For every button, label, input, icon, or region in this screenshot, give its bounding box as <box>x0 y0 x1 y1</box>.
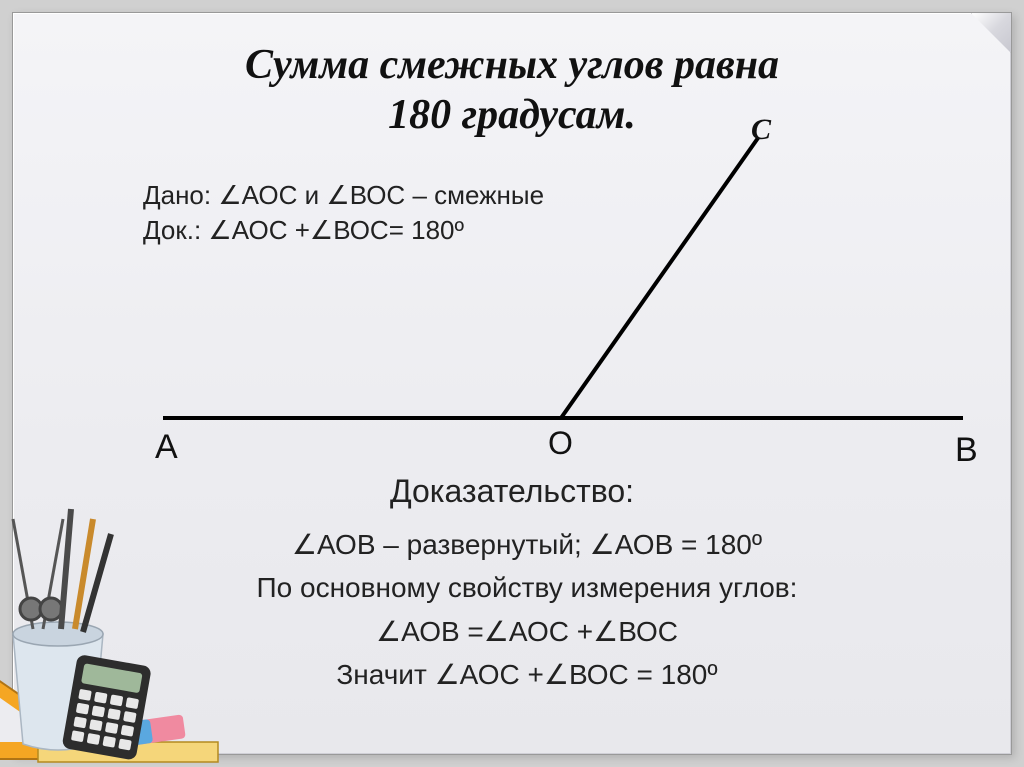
is-straight: – развернутый; <box>376 529 590 560</box>
plus: + <box>520 659 544 690</box>
angle-diagram <box>143 133 973 463</box>
label-a: А <box>155 428 178 467</box>
angle-aob: АОВ <box>401 616 460 647</box>
angle-aob: АОВ <box>615 529 674 560</box>
angle-symbol: ∠ <box>435 659 460 690</box>
equals-180: = 180º <box>673 529 762 560</box>
angle-symbol: ∠ <box>484 616 509 647</box>
angle-symbol: ∠ <box>593 616 618 647</box>
equals-180: = 180º <box>629 659 718 690</box>
title-line-1: Сумма смежных углов равна <box>245 42 779 88</box>
angle-aob: АОВ <box>317 529 376 560</box>
school-supplies-icon <box>0 464 243 764</box>
slide-title: Сумма смежных углов равна 180 градусам. <box>13 41 1011 140</box>
slide: Сумма смежных углов равна 180 градусам. … <box>12 12 1012 755</box>
therefore: Значит <box>336 659 434 690</box>
title-line-2: 180 градусам. <box>388 92 636 138</box>
angle-symbol: ∠ <box>590 529 615 560</box>
label-c: С <box>751 113 771 147</box>
angle-boc: ВОС <box>569 659 629 690</box>
angle-symbol: ∠ <box>376 616 401 647</box>
equals: = <box>460 616 484 647</box>
angle-aoc: АОС <box>460 659 520 690</box>
scissors-icon <box>13 519 63 629</box>
angle-symbol: ∠ <box>292 529 317 560</box>
angle-boc: ВОС <box>618 616 678 647</box>
angle-symbol: ∠ <box>544 659 569 690</box>
label-b: В <box>955 431 978 470</box>
plus: + <box>569 616 593 647</box>
ray-oc <box>561 138 758 418</box>
label-o: О <box>548 425 573 462</box>
angle-aoc: АОС <box>509 616 569 647</box>
